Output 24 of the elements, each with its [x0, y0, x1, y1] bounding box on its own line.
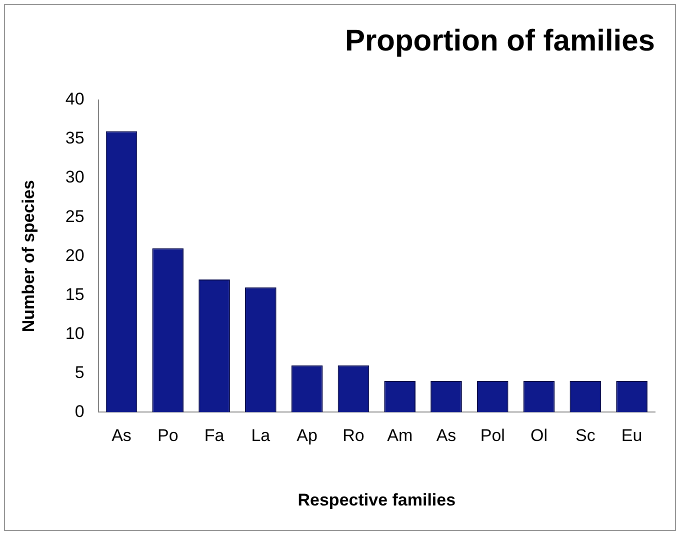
chart-title: Proportion of families — [344, 24, 655, 58]
y-tick-label: 0 — [74, 402, 84, 421]
x-tick-label: Ol — [530, 426, 548, 446]
y-tick-label: 15 — [65, 284, 84, 304]
y-tick-label: 5 — [74, 362, 84, 382]
x-tick-label: Sc — [575, 426, 596, 446]
y-tick-label: 35 — [65, 128, 84, 148]
x-tick-label: Ap — [296, 426, 318, 446]
x-tick-label: La — [251, 426, 271, 446]
y-tick-label: 10 — [65, 324, 84, 343]
y-axis-title: Number of species — [18, 180, 38, 332]
y-tick-label: 20 — [65, 246, 84, 265]
y-tick-label: 40 — [65, 90, 84, 109]
y-tick-label: 25 — [65, 206, 84, 226]
x-tick-label: As — [112, 426, 132, 446]
x-tick-label: Pol — [480, 426, 505, 446]
x-tick-label: As — [436, 426, 456, 446]
x-tick-label: Fa — [204, 426, 225, 446]
y-tick-label: 30 — [65, 168, 84, 187]
x-tick-label: Am — [387, 426, 413, 446]
x-tick-label: Ro — [342, 426, 364, 446]
x-axis-title: Respective families — [298, 490, 456, 510]
x-tick-label: Po — [157, 426, 178, 446]
x-tick-label: Eu — [621, 426, 642, 446]
